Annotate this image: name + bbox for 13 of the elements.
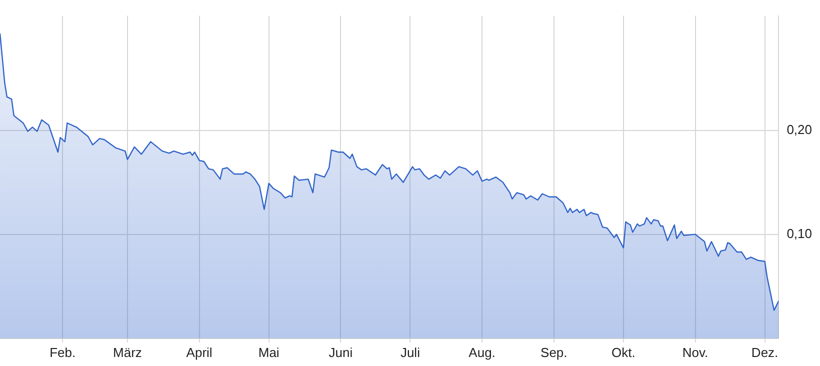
y-tick-label: 0,20 [786, 122, 812, 137]
x-tick-label: Dez. [751, 344, 778, 360]
x-tick-label: März [113, 344, 142, 360]
y-tick-label: 0,10 [786, 226, 812, 241]
x-tick-label: Feb. [50, 344, 76, 360]
x-tick-label: Okt. [612, 344, 636, 360]
x-tick-label: Aug. [468, 344, 496, 360]
x-tick-label: Mai [258, 344, 280, 360]
x-tick-label: April [186, 344, 212, 360]
x-tick-label: Juli [400, 344, 420, 360]
x-tick-label: Sep. [540, 344, 568, 360]
x-tick-label: Juni [328, 344, 353, 360]
x-tick-label: Nov. [682, 344, 708, 360]
